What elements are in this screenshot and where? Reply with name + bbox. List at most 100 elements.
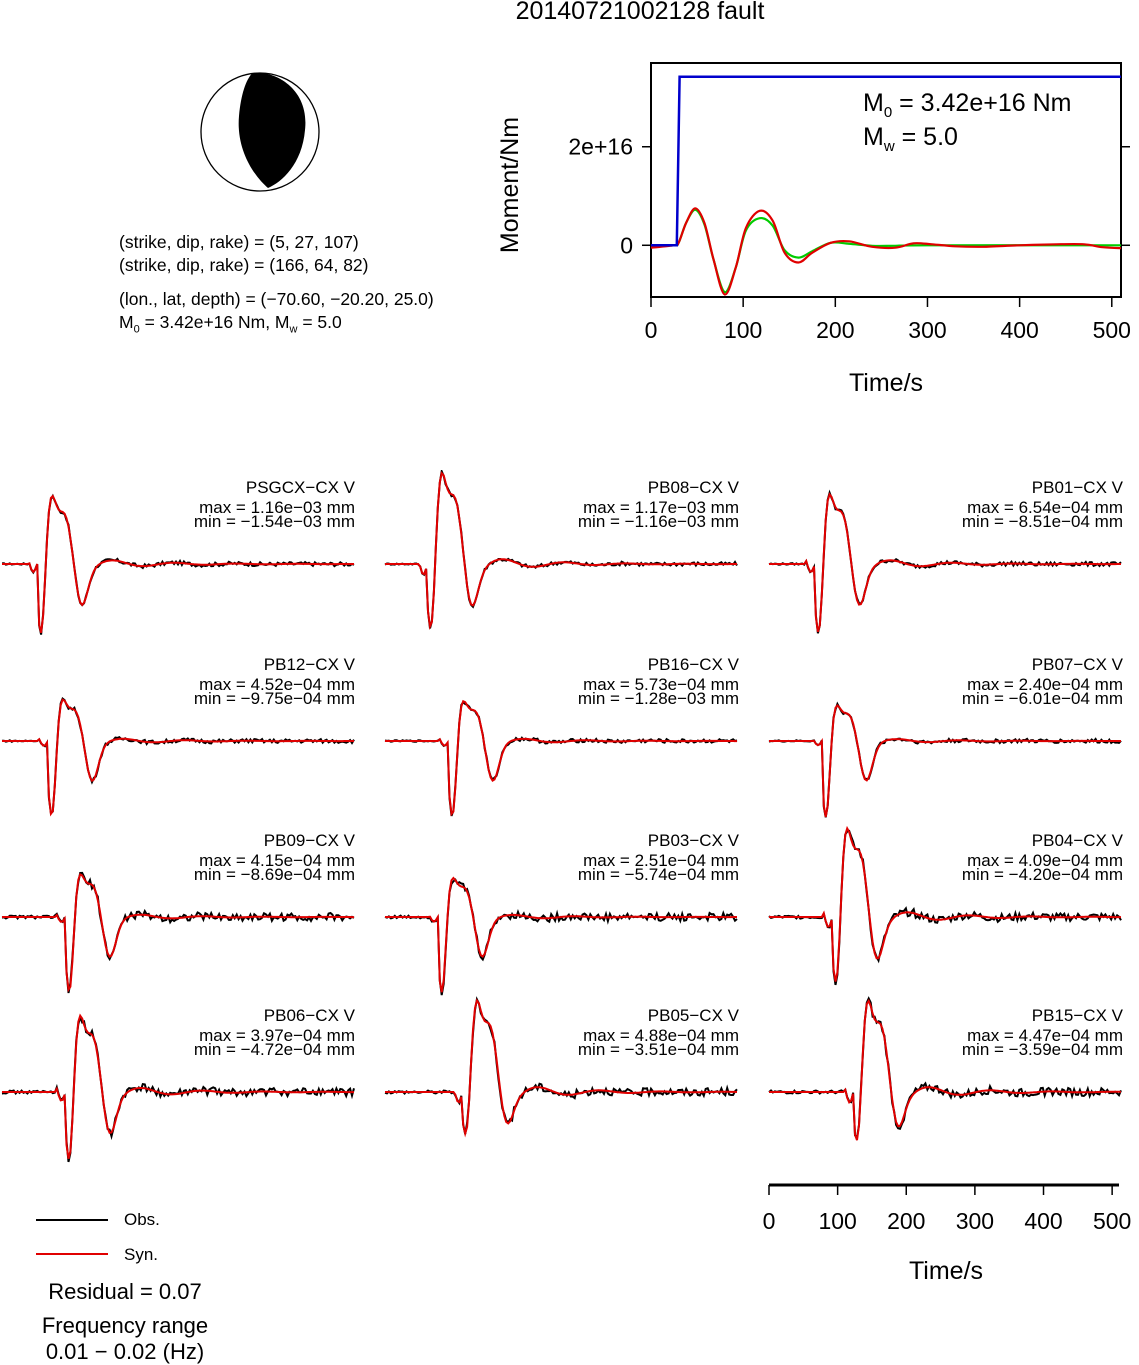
residual-label: Residual = 0.07 — [48, 1279, 202, 1304]
station-max: max = 4.09e−04 mm — [967, 851, 1123, 870]
station-min: min = −3.51e−04 mm — [578, 1040, 739, 1059]
station-min: min = −3.59e−04 mm — [962, 1040, 1123, 1059]
station-name: PB01−CX V — [1032, 478, 1124, 497]
beachball-compressional-quadrant — [238, 72, 306, 188]
station-max: max = 1.17e−03 mm — [583, 498, 739, 517]
annotation-mw: Mw = 5.0 — [863, 123, 958, 155]
frequency-range-value: 0.01 − 0.02 (Hz) — [45, 1339, 205, 1364]
axis-tick-label: 100 — [818, 1208, 856, 1234]
station-max: max = 2.51e−04 mm — [583, 851, 739, 870]
station-name: PSGCX−CX V — [246, 478, 356, 497]
series-moment — [651, 75, 1121, 247]
station-max: max = 4.47e−04 mm — [967, 1026, 1123, 1045]
x-tick-label: 500 — [1093, 317, 1131, 343]
synthetic-trace — [769, 998, 1122, 1141]
page-title: 20140721002128 fault — [515, 0, 765, 25]
station-max: max = 4.52e−04 mm — [199, 675, 355, 694]
x-tick-label: 400 — [1000, 317, 1038, 343]
legend-syn-line — [36, 1253, 108, 1255]
station-min: min = −4.20e−04 mm — [962, 865, 1123, 884]
legend-obs-label: Obs. — [124, 1210, 160, 1229]
axis-tick-label: 0 — [763, 1208, 776, 1234]
station-min: min = −4.72e−04 mm — [194, 1040, 355, 1059]
synthetic-trace — [769, 492, 1121, 633]
synthetic-trace — [2, 872, 354, 993]
synthetic-trace — [385, 998, 738, 1138]
legend-obs-line — [36, 1219, 108, 1221]
x-tick-label: 200 — [816, 317, 854, 343]
station-min: min = −5.74e−04 mm — [578, 865, 739, 884]
station-max: max = 3.97e−04 mm — [199, 1026, 355, 1045]
synthetic-trace — [385, 876, 737, 993]
station-min: min = −1.54e−03 mm — [194, 512, 355, 531]
station-name: PB09−CX V — [264, 831, 356, 850]
moment-plot-frame — [650, 62, 1122, 298]
observed-trace — [1, 871, 355, 994]
annotation-m0: M0 = 3.42e+16 Nm — [863, 89, 1071, 121]
station-name: PB03−CX V — [648, 831, 740, 850]
synthetic-trace — [2, 1013, 354, 1159]
station-name: PB07−CX V — [1032, 655, 1124, 674]
station-name: PB15−CX V — [1032, 1006, 1124, 1025]
station-min: min = −6.01e−04 mm — [962, 689, 1123, 708]
synthetic-trace — [385, 471, 737, 631]
x-tick-label: 100 — [724, 317, 762, 343]
beachball-diagram — [200, 72, 320, 192]
station-name: PB12−CX V — [264, 655, 356, 674]
mechanism-magnitude: M0 = 3.42e+16 Nm, Mw = 5.0 — [119, 312, 342, 336]
y-tick-label: 2e+16 — [568, 134, 633, 160]
station-max: max = 4.15e−04 mm — [199, 851, 355, 870]
station-name: PB08−CX V — [648, 478, 740, 497]
x-tick-label: 300 — [908, 317, 946, 343]
y-tick-label: 0 — [620, 232, 633, 258]
synthetic-trace — [2, 494, 354, 633]
axis-tick-label: 500 — [1093, 1208, 1131, 1234]
station-max: max = 2.40e−04 mm — [967, 675, 1123, 694]
station-max: max = 6.54e−04 mm — [967, 498, 1123, 517]
station-max: max = 1.16e−03 mm — [199, 498, 355, 517]
axis-label: Time/s — [909, 1257, 983, 1285]
moment-chart: 0 100 200 300 400 500 0 2e+16 Time/s Moment/Nm M0 … — [496, 62, 1131, 397]
synthetic-trace — [769, 704, 1121, 818]
x-tick-label: 0 — [645, 317, 658, 343]
synthetic-trace — [769, 825, 1121, 982]
station-name: PB06−CX V — [264, 1006, 356, 1025]
station-name: PB16−CX V — [648, 655, 740, 674]
station-max: max = 5.73e−04 mm — [583, 675, 739, 694]
station-max: max = 4.88e−04 mm — [583, 1026, 739, 1045]
station-min: min = −9.75e−04 mm — [194, 689, 355, 708]
mechanism-plane2: (strike, dip, rake) = (166, 64, 82) — [119, 255, 369, 275]
observed-trace — [384, 700, 738, 817]
station-min: min = −8.69e−04 mm — [194, 865, 355, 884]
series-moment_rate_fit — [651, 208, 1121, 294]
axis-tick-label: 200 — [887, 1208, 925, 1234]
frequency-range-label: Frequency range — [41, 1313, 209, 1338]
station-min: min = −1.16e−03 mm — [578, 512, 739, 531]
mechanism-plane1: (strike, dip, rake) = (5, 27, 107) — [119, 232, 359, 252]
waveform-time-axis: 0 100 200 300 400 500 Time/s — [763, 1183, 1131, 1285]
y-axis-label: Moment/Nm — [496, 117, 524, 253]
axis-tick-label: 300 — [956, 1208, 994, 1234]
moment-series-group — [651, 75, 1121, 296]
synthetic-trace — [2, 698, 354, 817]
series-moment_rate_syn — [651, 207, 1121, 296]
x-axis-label: Time/s — [849, 369, 923, 397]
station-min: min = −1.28e−03 mm — [578, 689, 739, 708]
axis-tick-label: 400 — [1024, 1208, 1062, 1234]
station-name: PB05−CX V — [648, 1006, 740, 1025]
legend-syn-label: Syn. — [124, 1245, 159, 1264]
synthetic-trace — [385, 699, 737, 817]
